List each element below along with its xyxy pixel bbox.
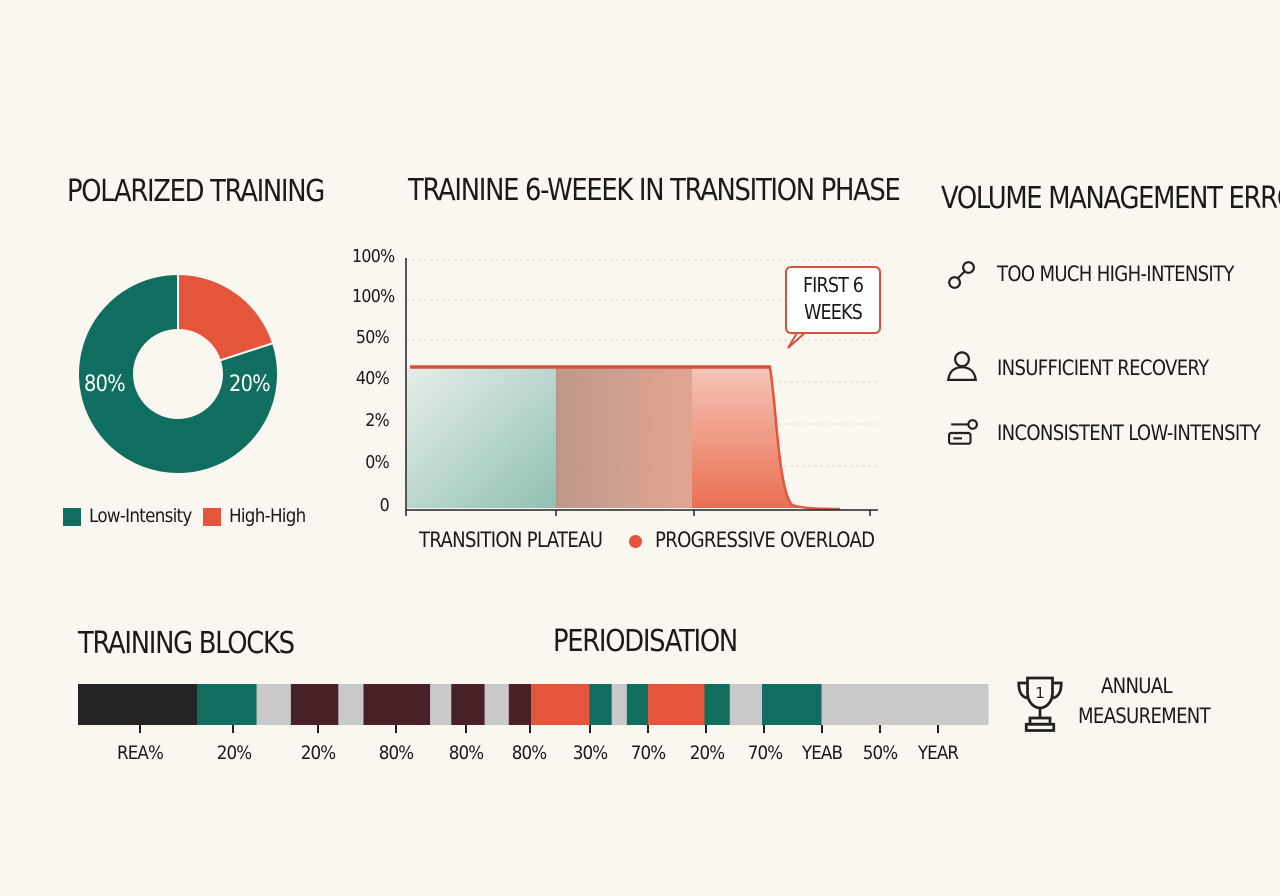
annual-line-2: MEASUREMENT (1078, 704, 1211, 728)
period-segment-8 (484, 684, 510, 725)
period-segment-15 (676, 684, 706, 725)
legend-swatch-low (63, 508, 81, 526)
period-segment-6 (430, 684, 452, 725)
period-segment-5 (363, 684, 431, 725)
trophy-badge: 1 (1035, 684, 1045, 702)
transition-y-tick-label: 0 (379, 495, 390, 516)
period-segment-10 (530, 684, 590, 725)
period-tick-label: 80% (511, 742, 547, 764)
donut-label-low: 80% (84, 372, 126, 397)
period-tick-label: YEAB (801, 742, 843, 764)
period-segment-14 (648, 684, 677, 725)
legend-label-high: High-High (229, 505, 306, 527)
transition-x-ticks (405, 510, 871, 516)
training-blocks-title: TRAINING BLOCKS (78, 626, 295, 661)
switch-icon (948, 419, 978, 445)
transition-y-tick-label: 0% (365, 452, 389, 473)
periodisation-title: PERIODISATION (553, 624, 738, 659)
overload-tail (768, 367, 841, 511)
period-segment-7 (451, 684, 486, 725)
transition-title: TRAININE 6-WEEEK IN TRANSITION PHASE (408, 173, 901, 208)
volume-item-low-intensity: INCONSISTENT LOW-INTENSITY (997, 421, 1261, 445)
middle-area-overlay (640, 368, 700, 508)
period-tick-label: 20% (689, 742, 725, 764)
period-segment-1 (197, 684, 258, 725)
trophy-icon: 1 (1017, 676, 1063, 732)
transition-y-tick-label: 40% (355, 368, 390, 389)
transition-y-tick-label: 50% (355, 327, 390, 348)
period-segment-11 (589, 684, 613, 725)
transition-y-tick-label: 100% (352, 286, 395, 307)
period-segment-13 (626, 684, 649, 725)
legend-label-low: Low-Intensity (89, 505, 192, 527)
legend-overload-dot (629, 535, 642, 548)
period-segment-17 (729, 684, 763, 725)
transition-y-tick-label: 100% (352, 246, 395, 267)
period-segment-19 (821, 684, 989, 725)
period-tick-label: 70% (630, 742, 666, 764)
transition-area-chart (405, 258, 880, 516)
volume-item-high-intensity: TOO MUCH HIGH-INTENSITY (997, 262, 1234, 286)
period-segment-9 (508, 684, 532, 725)
volume-title: VOLUME MANAGEMENT ERRORS (941, 181, 1280, 216)
period-segment-12 (611, 684, 628, 725)
transition-y-tick-label: 2% (365, 410, 389, 431)
period-segment-16 (704, 684, 731, 725)
period-segment-4 (338, 684, 365, 725)
period-segment-3 (290, 684, 339, 725)
person-icon (946, 351, 978, 381)
period-segment-18 (762, 684, 823, 725)
period-tick-label: 30% (572, 742, 608, 764)
polarized-donut-chart (77, 272, 279, 475)
donut-slice-1 (177, 272, 275, 362)
period-segment-2 (256, 684, 292, 725)
plateau-area (407, 368, 557, 508)
period-tick-label: 80% (378, 742, 414, 764)
period-tick-label: YEAR (917, 742, 959, 764)
period-tick-label: REA% (116, 742, 164, 764)
periodisation-bar (78, 684, 989, 733)
first-weeks-callout: FIRST 6 WEEKS (785, 266, 881, 334)
period-tick-label: 70% (747, 742, 783, 764)
legend-progressive-overload: PROGRESSIVE OVERLOAD (655, 528, 875, 552)
period-segment-0 (78, 684, 198, 725)
legend-swatch-high (203, 508, 221, 526)
volume-item-recovery: INSUFFICIENT RECOVERY (997, 356, 1209, 380)
period-tick-label: 80% (448, 742, 484, 764)
period-tick-label: 20% (300, 742, 336, 764)
callout-line-2: WEEKS (804, 300, 863, 324)
donut-slice-0 (77, 272, 279, 475)
chain-link-icon (948, 261, 975, 289)
callout-line-1: FIRST 6 (802, 273, 864, 297)
annual-line-1: ANNUAL (1101, 674, 1173, 698)
period-tick-label: 20% (216, 742, 252, 764)
polarized-title: POLARIZED TRAINING (67, 174, 325, 209)
period-tick-label: 50% (862, 742, 898, 764)
legend-transition-plateau: TRANSITION PLATEAU (419, 528, 603, 552)
donut-label-high: 20% (229, 372, 271, 397)
